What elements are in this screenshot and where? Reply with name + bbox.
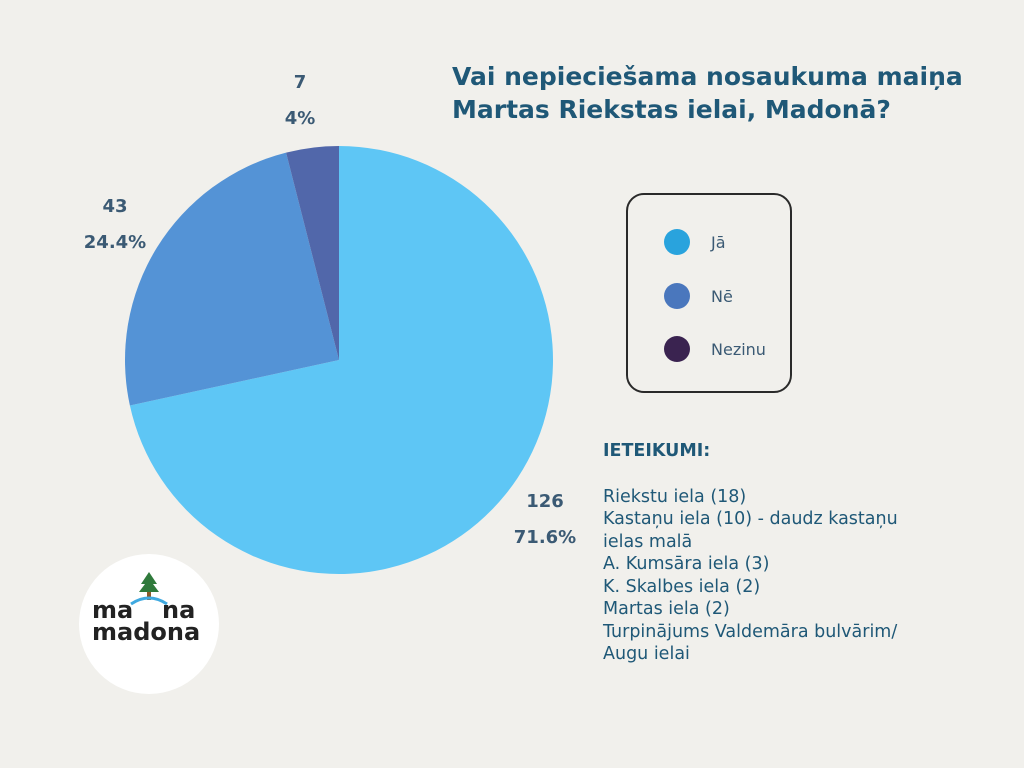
madona-logo: ma na madona [79, 554, 219, 694]
legend-item-ne: Nē [664, 282, 733, 310]
suggestion-item: Augu ielai [603, 644, 690, 664]
suggestions-list: Riekstu iela (18) Kastaņu iela (10) - da… [603, 486, 1013, 666]
title-line-1: Vai nepieciešama nosaukuma maiņa [452, 62, 963, 91]
legend-label-ne: Nē [711, 286, 733, 306]
pie-slice-nē [125, 152, 340, 406]
slice-value-label: 43 [102, 196, 127, 217]
suggestion-item: A. Kumsāra iela (3) [603, 554, 770, 574]
legend-swatch-ja [664, 229, 690, 255]
pie-slice-jā [129, 146, 553, 574]
suggestion-item: Riekstu iela (18) [603, 486, 747, 507]
slice-value-label: 126 [526, 491, 564, 512]
suggestion-item: Martas iela (2) [603, 599, 730, 619]
logo-text-na: na [162, 596, 196, 624]
legend-label-nezinu: Nezinu [711, 339, 766, 359]
legend-item-nezinu: Nezinu [664, 335, 766, 363]
legend-label-ja: Jā [711, 232, 726, 252]
title-line-2: Martas Riekstas ielai, Madonā? [452, 95, 891, 124]
suggestions-panel: IETEIKUMI: Riekstu iela (18) Kastaņu iel… [603, 440, 1013, 666]
suggestion-item: Kastaņu iela (10) - daudz kastaņu [603, 509, 898, 529]
slice-value-label: 7 [294, 72, 307, 93]
slice-percent-label: 24.4% [84, 232, 146, 253]
logo-text-madona: madona [92, 618, 201, 646]
legend-swatch-ne [664, 283, 690, 309]
chart-title: Vai nepieciešama nosaukuma maiņa Martas … [452, 60, 1012, 126]
legend: Jā Nē Nezinu [626, 193, 792, 393]
suggestion-item: K. Skalbes iela (2) [603, 576, 761, 597]
tree-icon [130, 572, 168, 606]
logo-text-ma: ma [92, 596, 134, 624]
slice-percent-label: 71.6% [514, 527, 576, 548]
suggestion-item: Turpinājums Valdemāra bulvārim/ [603, 621, 898, 642]
legend-item-ja: Jā [664, 228, 726, 256]
suggestion-item: ielas malā [603, 531, 693, 552]
pie-slice-nezinu [286, 146, 339, 360]
suggestions-heading: IETEIKUMI: [603, 441, 711, 461]
legend-swatch-nezinu [664, 336, 690, 362]
slice-percent-label: 4% [285, 108, 316, 129]
